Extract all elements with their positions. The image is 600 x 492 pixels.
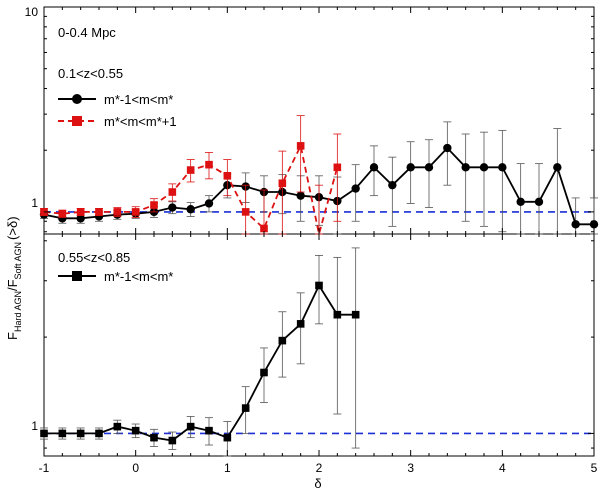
x-tick-label: -1 [39, 461, 50, 475]
top-series-1-point [241, 208, 250, 216]
top-series-1-point [131, 208, 140, 216]
top-redshift-label: 0.1<z<0.55 [58, 66, 123, 81]
region-label: 0-0.4 Mpc [58, 25, 116, 40]
top-series-0-point [204, 199, 214, 208]
bottom-y-tick-label-1: 1 [31, 419, 38, 433]
legend-marker-square-black [72, 271, 82, 281]
y-label-part: /F [5, 279, 20, 291]
bottom-series-0-point [278, 336, 287, 345]
x-axis-label: δ [314, 476, 321, 491]
top-series-0-point [553, 163, 562, 172]
x-tick-label: 5 [591, 461, 598, 475]
top-series-0-point [406, 163, 415, 172]
legend-label-red: m*<m<m*+1 [104, 114, 177, 129]
top-series-1-point [296, 142, 305, 150]
top-series-1-point [113, 208, 122, 216]
axis-ticks [43, 6, 595, 456]
top-series-0-point [571, 220, 580, 229]
bottom-series-0-point [241, 404, 250, 412]
top-series-1-point [333, 163, 342, 172]
bottom-series-0-point [333, 310, 342, 319]
y-label-part: F [5, 332, 20, 340]
bottom-series-0-point [113, 422, 122, 431]
bottom-series-0-point [168, 436, 177, 445]
x-tick-label: 1 [224, 461, 231, 475]
top-series-0-point [369, 163, 379, 172]
bottom-series-0-point [131, 426, 140, 435]
top-series-0-point [479, 163, 489, 172]
legend-label-bottom: m*-1<m<m* [104, 269, 173, 284]
top-series-0-point [76, 214, 85, 223]
top-series-0-point [351, 184, 360, 193]
bottom-series-0-point [260, 368, 268, 377]
bottom-series-0-point [296, 320, 305, 328]
x-tick-label: 2 [316, 461, 323, 475]
y-label-part: (>δ) [5, 216, 20, 240]
top-series-0-point [296, 191, 305, 200]
bottom-series-0-point [58, 429, 67, 438]
y-axis-label: FHard AGN/FSoft AGN (>δ) [5, 216, 23, 340]
top-series-1-point [76, 208, 85, 216]
bottom-redshift-label: 0.55<z<0.85 [58, 250, 130, 265]
top-panel-series [39, 115, 599, 235]
bottom-legend: m*-1<m<m* [58, 269, 173, 284]
top-series-0-point [498, 163, 507, 172]
bottom-series-0-point [150, 433, 158, 442]
x-tick-label: 3 [407, 461, 414, 475]
top-series-0-point [461, 163, 470, 172]
top-series-1-point [58, 209, 67, 218]
legend-marker-square-red [72, 116, 82, 126]
x-tick-label: 0 [132, 461, 139, 475]
top-series-1-point [168, 188, 177, 196]
top-legend: m*-1<m<m* m*<m<m*+1 [58, 92, 177, 129]
bottom-panel-series [40, 247, 360, 457]
x-tick-label: 4 [499, 461, 506, 475]
bottom-series-0-point [76, 429, 85, 438]
top-series-0-point [589, 220, 599, 229]
top-series-0-point [424, 163, 434, 172]
top-series-1-point [260, 224, 268, 233]
top-series-0-point [443, 143, 452, 153]
bottom-series-0-point [351, 310, 360, 319]
top-series-1-point [150, 201, 158, 209]
y-label-subscript: Hard AGN [13, 291, 23, 332]
top-series-1-point [223, 172, 232, 180]
top-series-0-point [516, 197, 525, 207]
top-series-0-point [388, 180, 397, 190]
top-series-1-point [186, 166, 195, 174]
top-y-tick-label-1: 1 [31, 196, 38, 210]
top-series-1-point [205, 160, 213, 169]
bottom-series-0-point [95, 429, 103, 438]
bottom-series-0-point [223, 433, 232, 442]
y-label-subscript: Soft AGN [13, 242, 23, 280]
top-series-1-line [43, 143, 339, 235]
top-series-0-point [186, 205, 195, 214]
top-series-0-point [534, 197, 544, 207]
bottom-series-0-point [205, 426, 213, 435]
bottom-series-0-line [44, 283, 356, 442]
bottom-series-0-point [186, 422, 195, 431]
legend-marker-circle [72, 94, 82, 104]
top-y-tick-label-10: 10 [25, 5, 39, 19]
top-series-1-point [95, 208, 103, 216]
bottom-series-0-point [315, 281, 323, 290]
top-series-0-point [168, 203, 177, 212]
legend-label-black: m*-1<m<m* [104, 92, 173, 107]
top-series-1-point [278, 179, 287, 188]
